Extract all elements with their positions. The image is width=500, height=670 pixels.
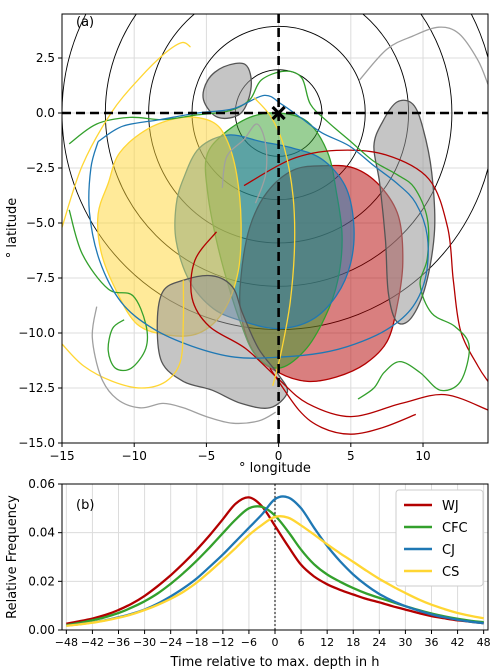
panel-a-frame (61, 13, 489, 444)
b-xtick-label: 0 (272, 636, 279, 649)
b-xtick-label: 6 (298, 636, 305, 649)
b-xtick-label: −42 (81, 636, 104, 649)
a-xtick-label: 5 (347, 449, 355, 463)
a-xtick-label: 0 (275, 449, 283, 463)
b-xtick-label: −18 (185, 636, 208, 649)
b-ytick-label: 0.06 (28, 477, 55, 491)
outline-grey (91, 306, 277, 425)
legend-label: CJ (442, 543, 455, 558)
b-xtick-label: −48 (55, 636, 78, 649)
panel-b-ticks: −48 −42 −36 −30 −24 −18 −12 −6 0 6 12 18 24 30 36 42 48 0… (28, 477, 490, 649)
panel-a-ticks: −15 −10 −5 0 5 10 2.5 0.0 −2.5 −5.0 −7.5 −10.0 −12.5… (18, 51, 430, 463)
b-xtick-label: 30 (398, 636, 412, 649)
center-crosshair (62, 14, 488, 443)
panel-b-xlabel: Time relative to max. depth in h (169, 655, 379, 670)
b-ytick-label: 0.04 (28, 526, 55, 540)
series-line-cs (66, 515, 484, 628)
outline-cs (62, 41, 191, 228)
outline-cs (62, 280, 185, 389)
a-xtick-label: −15 (49, 449, 74, 463)
b-xtick-label: 24 (372, 636, 386, 649)
b-xtick-label: −12 (211, 636, 234, 649)
legend-label: WJ (442, 499, 459, 514)
a-ytick-label: −2.5 (26, 161, 55, 175)
b-xtick-label: 36 (424, 636, 438, 649)
panel-a: −15 −10 −5 0 5 10 2.5 0.0 −2.5 −5.0 −7.5 −10.0 −12.5… (5, 13, 489, 476)
panel-b-annotation: (b) (76, 498, 94, 513)
composite-regions (96, 62, 436, 409)
legend-label: CS (442, 565, 459, 580)
outline-grey (359, 26, 488, 85)
b-xtick-label: −6 (241, 636, 257, 649)
frequency-lines (66, 495, 484, 628)
b-xtick-label: −36 (107, 636, 130, 649)
a-ytick-label: 2.5 (36, 51, 55, 65)
outline-cfc (68, 209, 149, 372)
a-ytick-label: −12.5 (18, 381, 55, 395)
panel-b-ylabel: Relative Frequency (5, 495, 20, 619)
b-ytick-label: 0.00 (28, 623, 55, 637)
a-ytick-label: −10.0 (18, 326, 55, 340)
b-xtick-label: 18 (346, 636, 360, 649)
outline-cs (253, 97, 296, 386)
a-ytick-label: 0.0 (36, 106, 55, 120)
b-xtick-label: 12 (320, 636, 334, 649)
panel-b: −48 −42 −36 −30 −24 −18 −12 −6 0 6 12 18 24 30 36 42 48 0… (5, 477, 491, 670)
legend-box (395, 489, 484, 587)
outline-wj (269, 367, 417, 435)
outline-grey (221, 123, 268, 204)
series-line-wj (66, 496, 484, 625)
a-ytick-label: −15.0 (18, 436, 55, 450)
b-xtick-label: −30 (133, 636, 156, 649)
a-xtick-label: 10 (415, 449, 430, 463)
legend-label: CFC (442, 521, 468, 536)
legend: WJ CFC CJ CS (395, 489, 484, 587)
b-xtick-label: 42 (451, 636, 465, 649)
center-marker (271, 105, 286, 121)
panel-a-ylabel: ° latitude (5, 198, 20, 259)
panel-a-xlabel: ° longitude (239, 461, 311, 476)
panel-a-annotation: (a) (76, 15, 94, 30)
outline-cj (88, 94, 429, 359)
a-ytick-label: −7.5 (26, 271, 55, 285)
a-ytick-label: −5.0 (26, 216, 55, 230)
b-xtick-label: 48 (477, 636, 491, 649)
b-xtick-label: −24 (159, 636, 182, 649)
a-xtick-label: −10 (122, 449, 147, 463)
b-ytick-label: 0.02 (28, 574, 55, 588)
a-xtick-label: −5 (198, 449, 216, 463)
